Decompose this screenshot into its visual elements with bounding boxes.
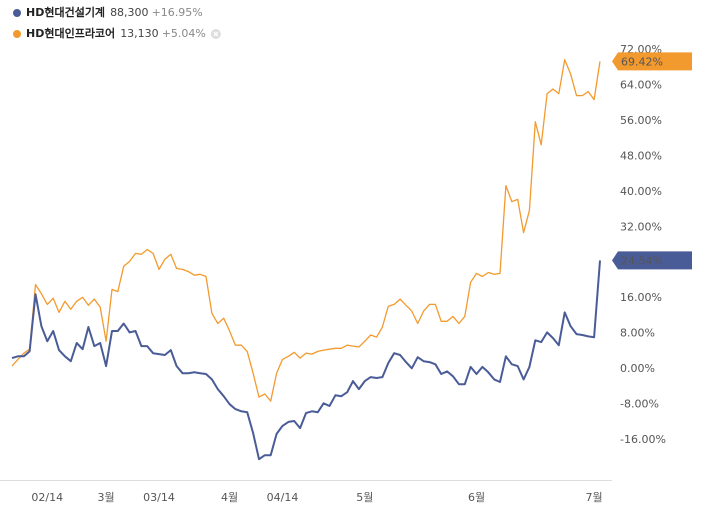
y-tick-label: 48.00% bbox=[620, 149, 662, 162]
line bbox=[11, 260, 601, 461]
x-tick-label: 02/14 bbox=[31, 491, 63, 504]
y-tick-label: 8.00% bbox=[620, 327, 655, 340]
legend-change: +5.04% bbox=[162, 27, 206, 40]
y-tick-label: 40.00% bbox=[620, 185, 662, 198]
x-tick-label: 04/14 bbox=[267, 491, 299, 504]
line bbox=[11, 59, 601, 402]
legend-price: 88,300 bbox=[110, 6, 149, 19]
end-label: 69.42% bbox=[621, 55, 663, 68]
legend-name: HD현대건설기계 bbox=[26, 5, 105, 19]
y-tick-label: -16.00% bbox=[620, 433, 666, 446]
y-tick-label: 0.00% bbox=[620, 362, 655, 375]
legend-close[interactable] bbox=[210, 29, 221, 39]
x-tick-label: 5월 bbox=[356, 491, 373, 504]
x-tick-label: 6월 bbox=[468, 491, 485, 504]
y-tick-label: 16.00% bbox=[620, 291, 662, 304]
legend-change: +16.95% bbox=[152, 6, 203, 19]
x-tick-label: 7월 bbox=[586, 491, 603, 504]
x-tick-label: 3월 bbox=[98, 491, 115, 504]
y-tick-label: 32.00% bbox=[620, 220, 662, 233]
legend-name: HD현대인프라코어 bbox=[26, 26, 115, 40]
y-tick-label: -8.00% bbox=[620, 398, 659, 411]
x-tick-label: 03/14 bbox=[143, 491, 175, 504]
y-tick-label: 64.00% bbox=[620, 78, 662, 91]
end-label: 24.54% bbox=[621, 254, 663, 267]
y-tick-label: 56.00% bbox=[620, 114, 662, 127]
x-tick-label: 4월 bbox=[221, 491, 238, 504]
end-tag bbox=[612, 52, 692, 71]
legend-price: 13,130 bbox=[120, 27, 159, 40]
end-tag bbox=[612, 251, 692, 270]
legend-marker bbox=[13, 30, 21, 38]
legend-marker bbox=[13, 9, 21, 17]
